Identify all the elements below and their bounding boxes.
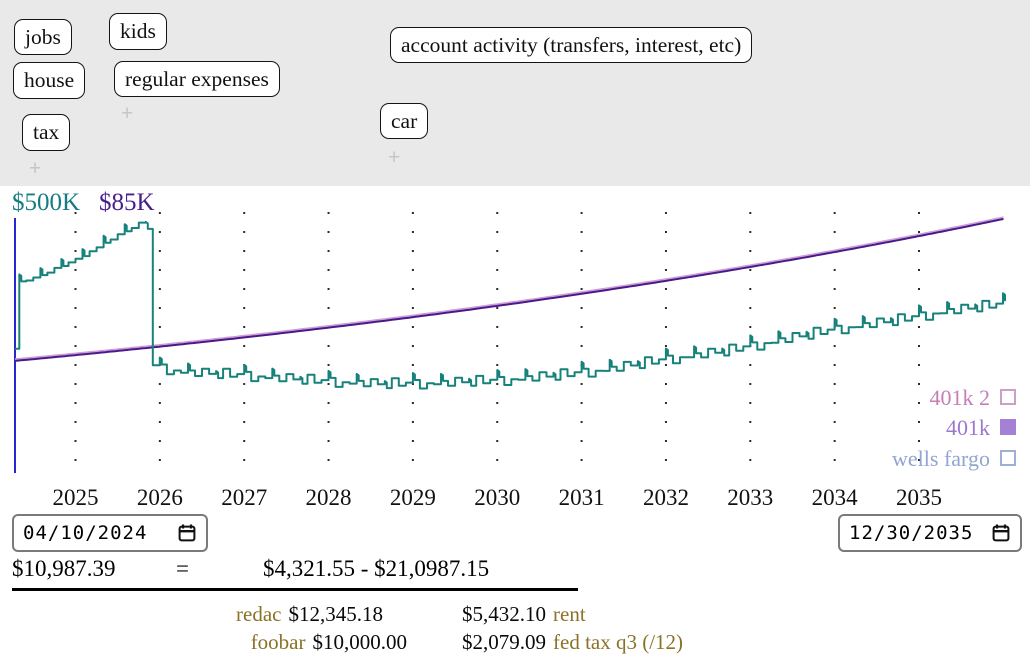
- legend-swatch-wells-fargo[interactable]: [1000, 450, 1016, 466]
- series-line-401k: [14, 218, 1004, 362]
- right-axis-max-label: $85K: [99, 189, 155, 216]
- legend-label-wells-fargo[interactable]: wells fargo: [892, 446, 990, 471]
- income-amount: $12,345.18: [288, 602, 384, 626]
- expense-label: fed tax q3 (/12): [553, 630, 684, 654]
- expense-amount: $5,432.10: [462, 602, 546, 626]
- year-gridlines: [74, 212, 920, 477]
- category-button-account-activity[interactable]: account activity (transfers, interest, e…: [390, 27, 753, 63]
- year-tick-2034: 2034: [811, 485, 858, 510]
- expense-amount: $2,079.09: [462, 630, 546, 654]
- legend-row-401k: 401k: [946, 415, 1016, 441]
- legend-label-401k-2[interactable]: 401k 2: [929, 385, 991, 410]
- year-tick-2029: 2029: [389, 485, 436, 510]
- year-tick-2028: 2028: [305, 485, 352, 510]
- add-item-plus-icon-3[interactable]: +: [388, 146, 401, 169]
- category-panel: jobs kids house regular expenses tax acc…: [0, 0, 1030, 186]
- year-tick-2030: 2030: [474, 485, 521, 510]
- category-button-house[interactable]: house: [13, 62, 86, 99]
- category-button-jobs[interactable]: jobs: [14, 19, 72, 55]
- income-label: foobar: [250, 630, 306, 654]
- left-axis-max-label: $500K: [12, 189, 81, 216]
- breakdown-row-1-expense: $5,432.10 rent: [462, 602, 586, 627]
- end-date-input[interactable]: 12/30/2035: [838, 514, 1022, 552]
- legend-swatch-401k-2[interactable]: [1000, 389, 1016, 405]
- summary-divider: [12, 588, 578, 591]
- legend-row-401k-2: 401k 2: [929, 385, 1016, 411]
- category-button-regular-expenses[interactable]: regular expenses: [114, 61, 280, 97]
- year-tick-2026: 2026: [136, 485, 183, 510]
- legend-swatch-401k[interactable]: [1000, 419, 1016, 435]
- equals-sign: =: [176, 556, 189, 581]
- legend-label-401k[interactable]: 401k: [946, 415, 990, 440]
- calendar-icon[interactable]: [177, 523, 197, 543]
- breakdown-row-1-income: redac $12,345.18: [0, 602, 383, 627]
- end-date-value: 12/30/2035: [849, 522, 974, 544]
- start-date-input[interactable]: 04/10/2024: [12, 514, 208, 552]
- year-tick-2031: 2031: [558, 485, 605, 510]
- year-tick-2027: 2027: [221, 485, 268, 510]
- balance-chart: [14, 212, 1006, 477]
- start-date-value: 04/10/2024: [23, 522, 148, 544]
- breakdown-row-2-expense: $2,079.09 fed tax q3 (/12): [462, 630, 683, 655]
- income-amount: $10,000.00: [312, 630, 408, 654]
- breakdown-row-2-income: foobar $10,000.00: [0, 630, 407, 655]
- category-button-kids[interactable]: kids: [109, 13, 167, 50]
- year-tick-2035: 2035: [896, 485, 942, 510]
- year-tick-2025: 2025: [52, 485, 99, 510]
- category-button-car[interactable]: car: [380, 103, 429, 139]
- add-item-plus-icon-1[interactable]: +: [121, 102, 134, 125]
- net-expression: $4,321.55 - $21,0987.15: [263, 556, 490, 581]
- legend-row-wells-fargo: wells fargo: [892, 446, 1016, 472]
- year-tick-2033: 2033: [727, 485, 774, 510]
- year-tick-2032: 2032: [642, 485, 689, 510]
- add-item-plus-icon-2[interactable]: +: [29, 157, 42, 180]
- income-label: redac: [236, 602, 282, 626]
- net-result-value: $10,987.39: [12, 556, 116, 581]
- series-line-401k-2: [14, 216, 1004, 361]
- category-button-tax[interactable]: tax: [22, 114, 71, 151]
- expense-label: rent: [553, 602, 586, 626]
- calendar-icon[interactable]: [991, 523, 1011, 543]
- series-line-wells-fargo: [15, 220, 1006, 390]
